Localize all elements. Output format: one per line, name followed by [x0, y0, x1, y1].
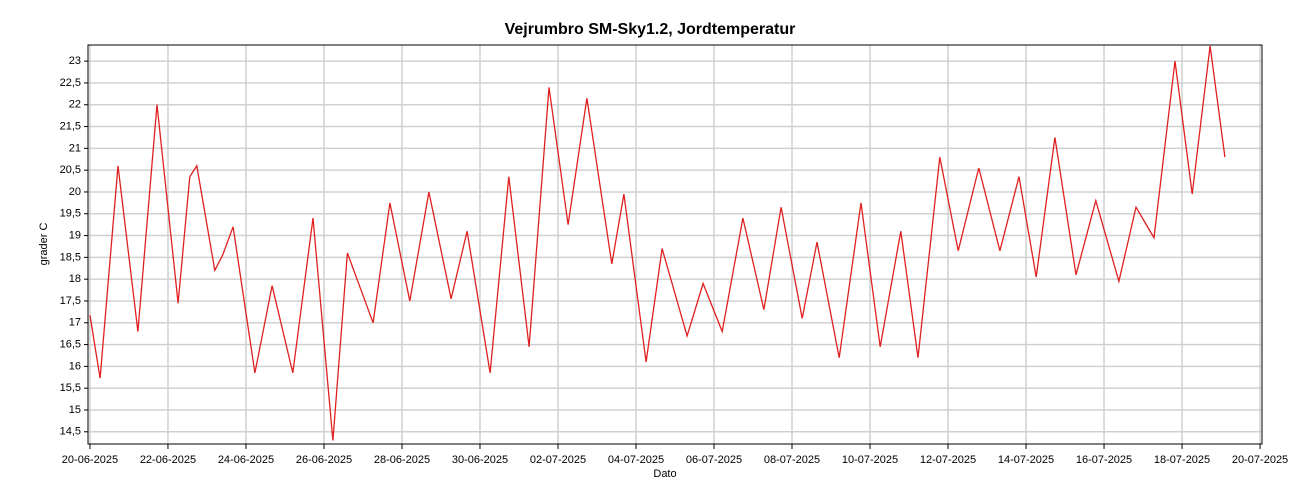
x-tick-label: 30-06-2025 — [452, 454, 508, 466]
x-tick-label: 22-06-2025 — [140, 454, 196, 466]
x-tick-label: 18-07-2025 — [1154, 454, 1210, 466]
x-tick-label: 28-06-2025 — [374, 454, 430, 466]
y-tick-label: 20,5 — [60, 164, 81, 176]
y-tick-label: 21,5 — [60, 120, 81, 132]
y-tick-label: 17,5 — [60, 295, 81, 307]
y-tick-label: 18,5 — [60, 251, 81, 263]
x-tick-label: 04-07-2025 — [608, 454, 664, 466]
data-line — [89, 45, 1226, 441]
y-axis-label: grader C — [38, 223, 50, 266]
x-tick-label: 20-07-2025 — [1232, 454, 1288, 466]
y-tick-label: 16,5 — [60, 338, 81, 350]
y-tick-label: 18 — [69, 273, 81, 285]
x-tick-label: 24-06-2025 — [218, 454, 274, 466]
y-tick-label: 16 — [69, 360, 81, 372]
y-tick-label: 15 — [69, 404, 81, 416]
plot-frame — [87, 44, 1263, 445]
y-tick-label: 22 — [69, 99, 81, 111]
x-tick-label: 12-07-2025 — [920, 454, 976, 466]
y-tick-label: 19 — [69, 229, 81, 241]
y-tick-label: 23 — [69, 55, 81, 67]
x-axis-label: Dato — [653, 468, 676, 480]
y-tick-label: 20 — [69, 186, 81, 198]
x-tick-label: 08-07-2025 — [764, 454, 820, 466]
chart-title: Vejrumbro SM-Sky1.2, Jordtemperatur — [505, 21, 796, 38]
x-tick-label: 26-06-2025 — [296, 454, 352, 466]
y-tick-label: 15,5 — [60, 382, 81, 394]
x-tick-label: 14-07-2025 — [998, 454, 1054, 466]
x-tick-label: 10-07-2025 — [842, 454, 898, 466]
y-tick-label: 21 — [69, 142, 81, 154]
x-tick-label: 16-07-2025 — [1076, 454, 1132, 466]
x-tick-label: 02-07-2025 — [530, 454, 586, 466]
x-tick-label: 20-06-2025 — [62, 454, 118, 466]
y-tick-label: 14,5 — [60, 426, 81, 438]
y-tick-label: 19,5 — [60, 208, 81, 220]
x-tick-label: 06-07-2025 — [686, 454, 742, 466]
y-tick-label: 22,5 — [60, 77, 81, 89]
y-tick-label: 17 — [69, 317, 81, 329]
